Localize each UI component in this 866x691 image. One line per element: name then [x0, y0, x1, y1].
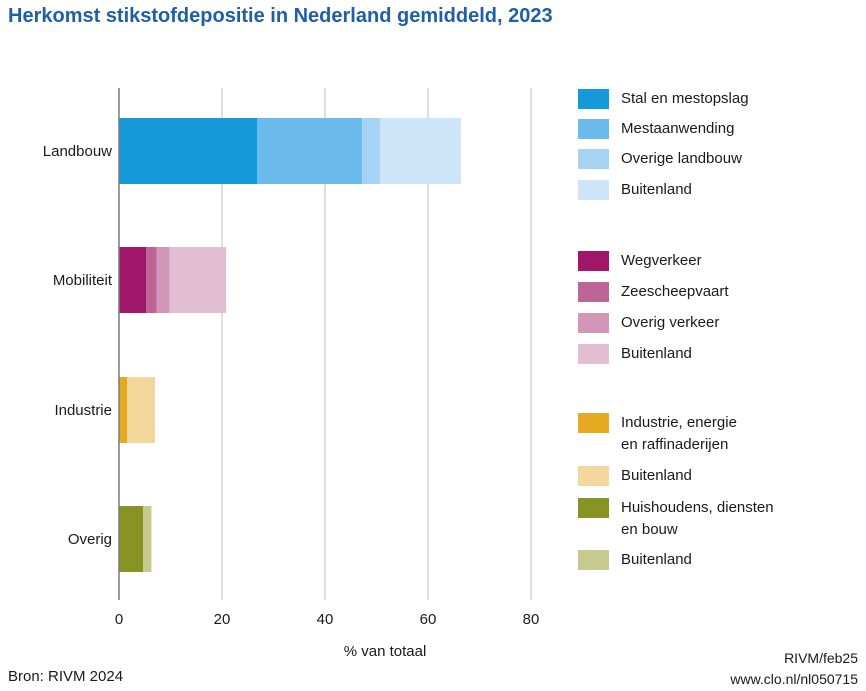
legend-item: Overige landbouw	[578, 149, 742, 170]
legend-label: Stal en mestopslag	[621, 90, 749, 107]
legend-label: Overige landbouw	[621, 150, 742, 167]
x-tick-label: 80	[523, 611, 540, 628]
legend-item: Mestaanwending	[578, 119, 734, 140]
legend: Stal en mestopslag Mestaanwending Overige …	[578, 0, 858, 600]
bar-segment	[380, 118, 461, 184]
legend-swatch	[578, 282, 609, 302]
credit-line-2: www.clo.nl/nl050715	[730, 671, 858, 687]
x-tick-label: 20	[214, 611, 231, 628]
legend-item: Industrie, energie en raffinaderijen	[578, 413, 737, 456]
legend-item: Stal en mestopslag	[578, 89, 749, 110]
bar-segment	[119, 247, 147, 313]
legend-item: Buitenland	[578, 344, 692, 365]
category-label-overig: Overig	[68, 531, 112, 548]
x-axis-label: % van totaal	[344, 643, 427, 660]
legend-swatch	[578, 413, 609, 433]
legend-swatch	[578, 180, 609, 200]
legend-label: Buitenland	[621, 181, 692, 198]
bar-segment	[362, 118, 381, 184]
bar-segment	[169, 247, 227, 313]
legend-swatch	[578, 89, 609, 109]
bar-segment	[119, 377, 128, 443]
credit-line-1: RIVM/feb25	[784, 650, 858, 666]
legend-label: Overig verkeer	[621, 314, 720, 331]
bar-segment	[119, 506, 144, 572]
legend-label: Mestaanwending	[621, 120, 735, 137]
category-label-industrie: Industrie	[54, 402, 112, 419]
legend-item: Buitenland	[578, 180, 692, 201]
chart-title: Herkomst stikstofdepositie in Nederland …	[8, 5, 553, 27]
legend-swatch	[578, 119, 609, 139]
legend-label: Buitenland	[621, 467, 692, 484]
legend-item: Zeescheepvaart	[578, 282, 729, 303]
bar-segment	[119, 118, 258, 184]
legend-label: Zeescheepvaart	[621, 283, 729, 300]
legend-label: Wegverkeer	[621, 252, 702, 269]
category-label-mobiliteit: Mobiliteit	[53, 272, 113, 289]
legend-swatch	[578, 498, 609, 518]
legend-label: Industrie, energie en raffinaderijen	[621, 414, 737, 453]
legend-swatch	[578, 313, 609, 333]
legend-swatch	[578, 344, 609, 364]
x-tick-label: 60	[420, 611, 437, 628]
legend-label: Huishoudens, diensten en bouw	[621, 499, 774, 538]
bar-segment	[127, 377, 156, 443]
category-label-landbouw: Landbouw	[43, 143, 112, 160]
bar-segment	[143, 506, 152, 572]
legend-item: Buitenland	[578, 466, 692, 487]
legend-item: Wegverkeer	[578, 251, 702, 272]
legend-item: Overig verkeer	[578, 313, 719, 334]
x-tick-labels: 0 20 40 60 80	[115, 611, 540, 628]
legend-label: Buitenland	[621, 345, 692, 362]
x-tick-label: 40	[317, 611, 334, 628]
x-tick-label: 0	[115, 611, 123, 628]
bars	[119, 118, 461, 572]
legend-item: Huishoudens, diensten en bouw	[578, 498, 774, 541]
legend-swatch	[578, 466, 609, 486]
credit-note: RIVM/feb25 www.clo.nl/nl050715	[730, 648, 858, 690]
legend-swatch	[578, 149, 609, 169]
legend-item: Buitenland	[578, 550, 692, 571]
bar-segment	[257, 118, 363, 184]
legend-label: Buitenland	[621, 551, 692, 568]
category-labels: Landbouw Mobiliteit Industrie Overig	[43, 143, 113, 548]
source-note: Bron: RIVM 2024	[8, 668, 124, 685]
bar-segment	[146, 247, 157, 313]
bar-segment	[156, 247, 170, 313]
legend-swatch	[578, 550, 609, 570]
legend-swatch	[578, 251, 609, 271]
